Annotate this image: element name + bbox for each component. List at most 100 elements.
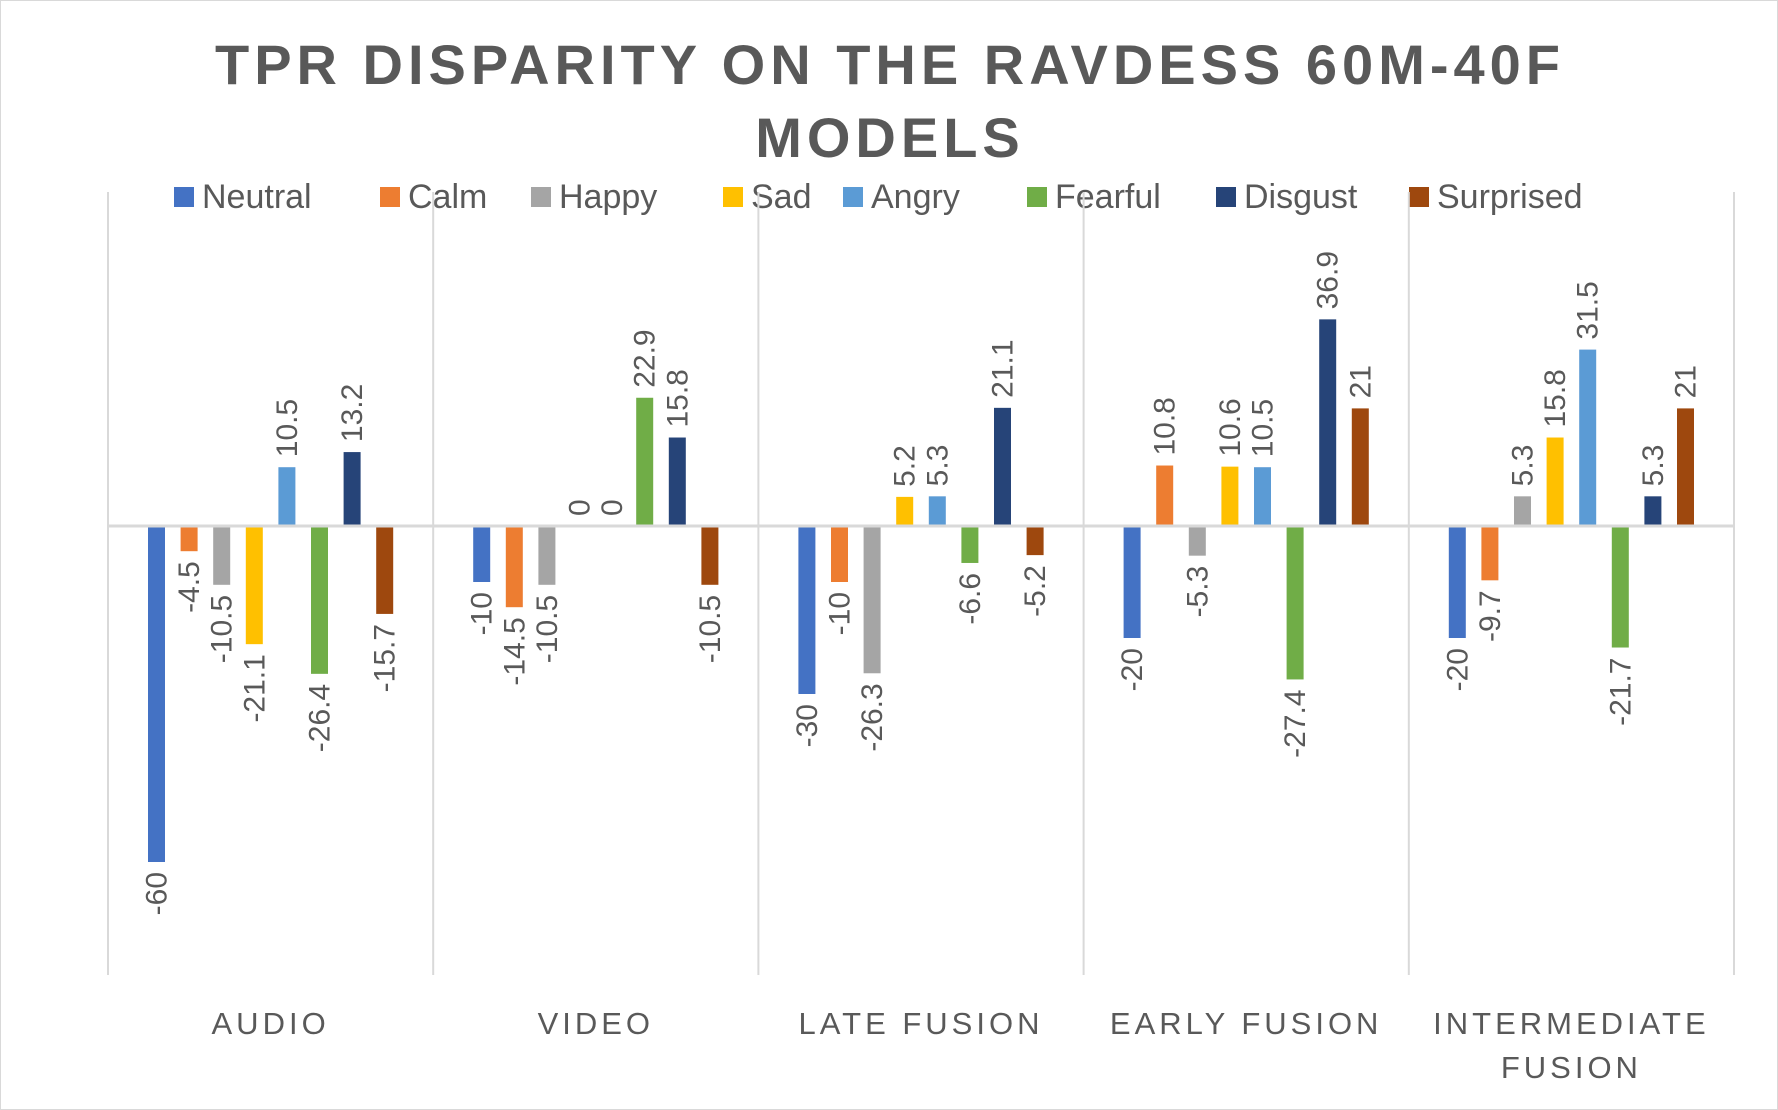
bar-sad (1221, 466, 1239, 526)
bar-sad (245, 526, 263, 645)
legend-label: Sad (751, 177, 812, 216)
data-label: 22.9 (629, 329, 662, 387)
legend-item-sad: Sad (723, 175, 812, 219)
bar-disgust (1644, 496, 1662, 526)
bar-neutral (1448, 526, 1466, 638)
data-label: -5.3 (1181, 566, 1214, 618)
data-label: 10.5 (1247, 399, 1280, 457)
data-label: -26.3 (856, 683, 889, 751)
legend-swatch (723, 187, 743, 207)
legend-label: Calm (408, 177, 488, 216)
bar-calm (1156, 465, 1174, 526)
bar-happy (863, 526, 881, 674)
bar-angry (1579, 349, 1597, 526)
bar-calm (180, 526, 198, 552)
data-label: 0 (564, 499, 597, 516)
data-label: 5.2 (889, 445, 922, 487)
category-label: LATE FUSION (799, 1006, 1044, 1041)
legend-item-angry: Angry (843, 175, 960, 219)
data-label: -60 (141, 872, 174, 915)
legend-item-disgust: Disgust (1216, 175, 1357, 219)
bar-angry (928, 496, 946, 526)
legend-label: Neutral (202, 177, 312, 216)
legend-label: Happy (559, 177, 658, 216)
data-label: -5.2 (1019, 565, 1052, 617)
data-label: -4.5 (173, 561, 206, 613)
legend-swatch (1216, 187, 1236, 207)
bar-disgust (343, 452, 361, 526)
data-label: 15.8 (1539, 369, 1572, 427)
bar-fearful (311, 526, 328, 674)
data-label: -10.5 (694, 595, 727, 663)
bar-fearful (1611, 526, 1629, 648)
bar-neutral (1123, 526, 1141, 638)
legend-label: Angry (871, 177, 960, 216)
data-label: -21.7 (1604, 658, 1637, 726)
legend-item-happy: Happy (531, 175, 657, 219)
data-label: 21 (1344, 365, 1377, 398)
bar-surprised (1351, 408, 1369, 526)
bar-angry (1254, 467, 1271, 526)
data-label: 10.8 (1149, 397, 1182, 455)
legend-swatch (531, 187, 551, 207)
legend-item-neutral: Neutral (174, 175, 312, 219)
bar-neutral (473, 526, 491, 582)
data-label: -10.5 (531, 595, 564, 663)
data-label: 10.5 (271, 399, 304, 457)
legend-swatch (380, 187, 400, 207)
category-label: EARLY FUSION (1110, 1006, 1383, 1041)
data-label: 31.5 (1572, 281, 1605, 339)
bar-disgust (1319, 319, 1337, 526)
data-label: 10.6 (1214, 398, 1247, 456)
data-label: -10 (824, 592, 857, 635)
data-label: -21.1 (238, 654, 271, 722)
data-label: 21 (1670, 365, 1703, 398)
bar-happy (213, 526, 231, 585)
data-label: -6.6 (954, 573, 987, 625)
bar-neutral (798, 526, 816, 694)
data-label: -9.7 (1474, 590, 1507, 642)
bar-fearful (961, 526, 979, 563)
bar-happy (1514, 496, 1531, 526)
data-label: -10 (466, 592, 499, 635)
category-label: VIDEO (538, 1006, 654, 1041)
data-label: -20 (1116, 648, 1149, 691)
bar-happy (1188, 526, 1206, 556)
legend-swatch (1027, 187, 1047, 207)
data-label: -30 (791, 704, 824, 747)
bar-fearful (636, 397, 654, 526)
bar-fearful (1286, 526, 1304, 680)
chart-title: TPR DISPARITY ON THE RAVDESS 60M-40F MOD… (215, 33, 1565, 169)
legend-item-surprised: Surprised (1409, 175, 1583, 219)
data-label: 5.3 (921, 445, 954, 487)
legend-label: Disgust (1244, 177, 1358, 216)
bar-calm (505, 526, 523, 608)
legend-item-fearful: Fearful (1027, 175, 1161, 219)
bar-sad (896, 496, 914, 526)
bar-disgust (994, 407, 1011, 526)
data-label: -14.5 (498, 617, 531, 685)
category-label: AUDIO (212, 1006, 330, 1041)
data-label: -20 (1441, 648, 1474, 691)
legend-item-calm: Calm (380, 175, 487, 219)
data-label: -27.4 (1279, 689, 1312, 757)
data-label: -10.5 (206, 595, 239, 663)
data-label: 13.2 (336, 384, 369, 442)
bar-surprised (376, 526, 394, 614)
data-label: 36.9 (1312, 251, 1345, 309)
data-label: 21.1 (987, 339, 1020, 397)
legend: Neutral Calm Happy Sad Angry Fearful Disgust Su… (0, 175, 1778, 219)
bar-surprised (1026, 526, 1044, 556)
legend-label: Surprised (1437, 177, 1583, 216)
legend-swatch (1409, 187, 1429, 207)
data-label: -15.7 (369, 624, 402, 692)
category-label: FUSION (1501, 1050, 1642, 1085)
data-label: 5.3 (1507, 445, 1540, 487)
bar-neutral (148, 526, 165, 862)
bar-angry (278, 467, 296, 526)
data-label: -26.4 (304, 684, 337, 752)
data-label: 15.8 (661, 369, 694, 427)
data-label: 0 (596, 499, 629, 516)
bar-surprised (701, 526, 719, 585)
